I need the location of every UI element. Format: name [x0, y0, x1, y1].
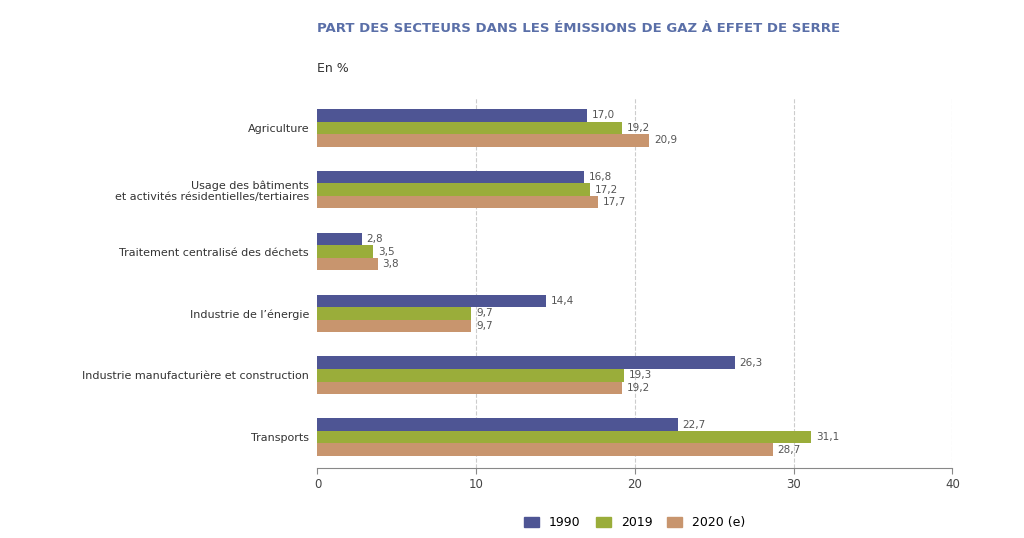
Bar [317, 171, 584, 183]
Text: 9,7: 9,7 [476, 308, 493, 318]
Text: 9,7: 9,7 [476, 321, 493, 331]
Text: 20,9: 20,9 [654, 135, 677, 145]
Bar [317, 357, 735, 369]
Text: 26,3: 26,3 [739, 358, 763, 368]
Text: 19,3: 19,3 [629, 370, 652, 380]
Text: En %: En % [317, 62, 349, 75]
Text: 22,7: 22,7 [683, 420, 706, 430]
Text: 17,2: 17,2 [595, 185, 618, 195]
Bar [317, 381, 623, 394]
Bar [317, 295, 546, 307]
Text: 17,7: 17,7 [603, 197, 627, 207]
Text: 16,8: 16,8 [589, 172, 612, 182]
Text: 3,5: 3,5 [378, 246, 394, 257]
Bar [317, 443, 773, 456]
Bar [317, 419, 678, 431]
Bar [317, 245, 373, 258]
Bar [317, 431, 811, 443]
Text: 3,8: 3,8 [383, 259, 399, 269]
Bar [317, 320, 471, 332]
Bar [317, 109, 588, 122]
Bar [317, 196, 598, 208]
Bar [317, 134, 649, 146]
Text: 2,8: 2,8 [367, 234, 383, 244]
Bar [317, 369, 624, 381]
Text: 31,1: 31,1 [816, 432, 839, 442]
Text: 19,2: 19,2 [627, 383, 650, 393]
Text: PART DES SECTEURS DANS LES ÉMISSIONS DE GAZ À EFFET DE SERRE: PART DES SECTEURS DANS LES ÉMISSIONS DE … [317, 22, 841, 34]
Legend: 1990, 2019, 2020 (e): 1990, 2019, 2020 (e) [519, 512, 751, 534]
Bar [317, 233, 361, 245]
Bar [317, 307, 471, 320]
Text: 14,4: 14,4 [551, 296, 574, 306]
Bar [317, 183, 591, 196]
Text: 17,0: 17,0 [592, 110, 615, 121]
Text: 28,7: 28,7 [778, 444, 801, 455]
Text: 19,2: 19,2 [627, 123, 650, 133]
Bar [317, 122, 623, 134]
Bar [317, 258, 378, 270]
